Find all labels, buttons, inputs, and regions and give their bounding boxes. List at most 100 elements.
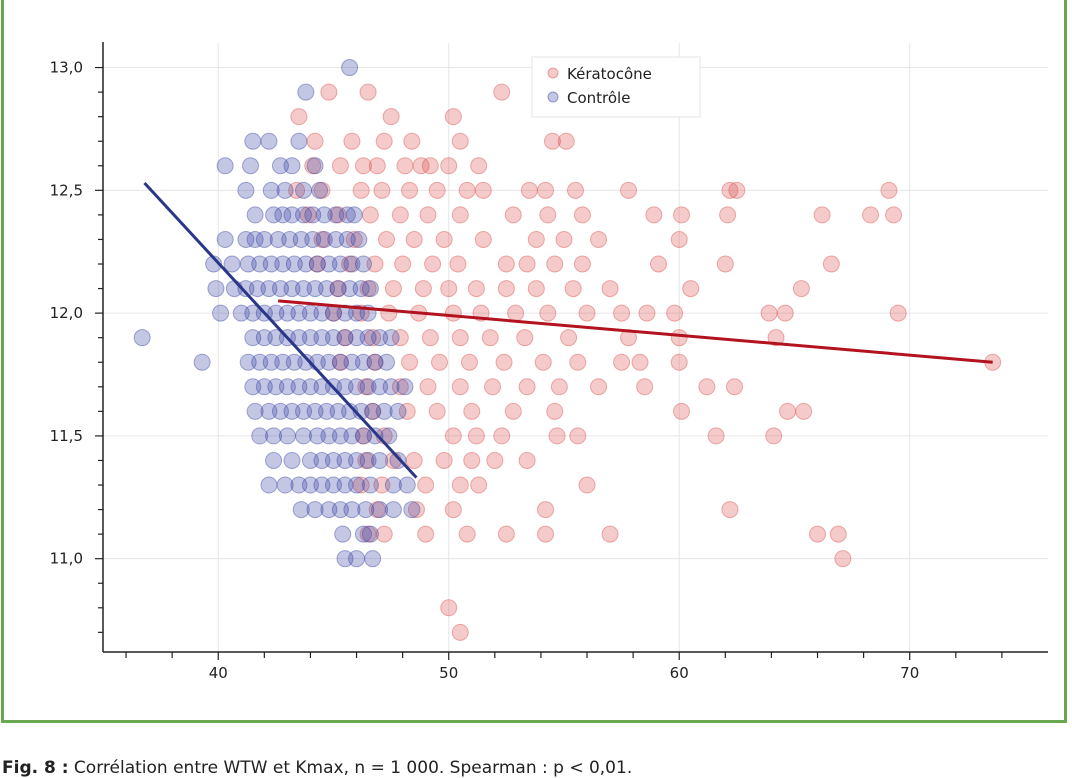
- data-point-controle: [267, 378, 285, 396]
- data-point-keratocone: [862, 206, 880, 224]
- data-point-controle: [389, 451, 407, 469]
- data-point-controle: [320, 353, 338, 371]
- data-point-keratocone: [550, 378, 568, 396]
- data-point-keratocone: [560, 329, 578, 347]
- data-point-keratocone: [382, 108, 400, 126]
- data-point-keratocone: [401, 353, 419, 371]
- data-point-keratocone: [451, 329, 469, 347]
- data-point-keratocone: [546, 402, 564, 420]
- data-point-controle: [329, 402, 347, 420]
- data-point-keratocone: [880, 181, 898, 199]
- data-point-controle: [313, 476, 331, 494]
- data-point-keratocone: [405, 451, 423, 469]
- data-point-keratocone: [375, 525, 393, 543]
- y-tick-label: 13,0: [50, 59, 83, 77]
- data-point-controle: [267, 304, 285, 322]
- data-point-controle: [301, 476, 319, 494]
- data-point-controle: [318, 402, 336, 420]
- data-point-keratocone: [578, 476, 596, 494]
- data-point-controle: [295, 280, 313, 298]
- data-point-keratocone: [636, 378, 654, 396]
- data-point-keratocone: [440, 280, 458, 298]
- data-point-keratocone: [486, 451, 504, 469]
- data-point-keratocone: [474, 181, 492, 199]
- data-point-keratocone: [470, 476, 488, 494]
- data-point-controle: [278, 304, 296, 322]
- data-point-controle: [348, 476, 366, 494]
- data-point-controle: [354, 255, 372, 273]
- data-point-controle: [295, 402, 313, 420]
- data-point-controle: [265, 451, 283, 469]
- data-point-keratocone: [573, 255, 591, 273]
- data-point-controle: [281, 230, 299, 248]
- data-point-keratocone: [726, 378, 744, 396]
- data-point-keratocone: [670, 353, 688, 371]
- data-point-keratocone: [290, 108, 308, 126]
- data-point-controle: [212, 304, 230, 322]
- data-point-controle: [237, 181, 255, 199]
- data-point-keratocone: [368, 157, 386, 175]
- data-point-keratocone: [449, 255, 467, 273]
- data-point-keratocone: [405, 230, 423, 248]
- data-point-controle: [313, 451, 331, 469]
- data-point-keratocone: [336, 329, 354, 347]
- data-point-keratocone: [495, 353, 513, 371]
- data-point-controle: [251, 427, 269, 445]
- data-point-controle: [306, 280, 324, 298]
- figure-frame: [1, 0, 1067, 723]
- data-point-keratocone: [419, 206, 437, 224]
- data-point-keratocone: [368, 501, 386, 519]
- data-point-keratocone: [673, 206, 691, 224]
- data-point-keratocone: [424, 255, 442, 273]
- data-point-keratocone: [331, 353, 349, 371]
- data-point-controle: [361, 525, 379, 543]
- data-point-keratocone: [407, 501, 425, 519]
- data-point-keratocone: [288, 181, 306, 199]
- data-point-controle: [371, 451, 389, 469]
- data-point-keratocone: [889, 304, 907, 322]
- data-point-controle: [244, 378, 262, 396]
- data-point-controle: [260, 132, 278, 150]
- data-point-keratocone: [573, 206, 591, 224]
- data-point-keratocone: [352, 181, 370, 199]
- data-point-controle: [348, 550, 366, 568]
- data-point-controle: [306, 501, 324, 519]
- data-point-controle: [359, 451, 377, 469]
- data-point-controle: [265, 427, 283, 445]
- data-point-keratocone: [380, 304, 398, 322]
- data-point-keratocone: [707, 427, 725, 445]
- data-point-keratocone: [645, 206, 663, 224]
- data-point-keratocone: [329, 280, 347, 298]
- data-point-controle: [297, 353, 315, 371]
- data-point-controle: [375, 402, 393, 420]
- data-point-keratocone: [366, 255, 384, 273]
- data-point-controle: [244, 304, 262, 322]
- data-point-controle: [260, 280, 278, 298]
- data-point-keratocone: [306, 132, 324, 150]
- data-point-controle: [278, 378, 296, 396]
- data-point-keratocone: [364, 402, 382, 420]
- data-point-keratocone: [375, 132, 393, 150]
- data-point-keratocone: [539, 206, 557, 224]
- data-point-controle: [315, 206, 333, 224]
- data-point-controle: [297, 255, 315, 273]
- data-point-controle: [359, 329, 377, 347]
- data-point-keratocone: [520, 181, 538, 199]
- data-point-keratocone: [421, 157, 439, 175]
- data-point-controle: [283, 402, 301, 420]
- data-point-controle: [271, 157, 289, 175]
- data-point-controle: [297, 83, 315, 101]
- data-point-controle: [301, 304, 319, 322]
- data-point-controle: [290, 476, 308, 494]
- data-point-controle: [331, 255, 349, 273]
- x-tick-label: 50: [439, 664, 458, 682]
- data-point-keratocone: [458, 181, 476, 199]
- data-point-keratocone: [357, 451, 375, 469]
- data-point-controle: [366, 353, 384, 371]
- data-point-controle: [403, 501, 421, 519]
- data-point-keratocone: [716, 255, 734, 273]
- data-point-controle: [260, 402, 278, 420]
- grid: [103, 43, 1048, 652]
- data-point-controle: [341, 280, 359, 298]
- data-point-controle: [251, 255, 269, 273]
